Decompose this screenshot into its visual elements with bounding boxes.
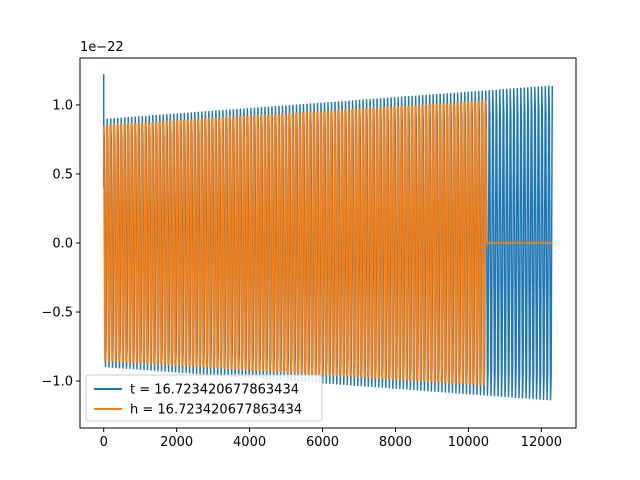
x-axis: 0 2000 4000 6000 8000 10000 12000: [100, 428, 562, 450]
y-tick-label: −0.5: [41, 306, 73, 321]
x-tick-label: 4000: [233, 435, 266, 450]
x-tick-label: 12000: [521, 435, 562, 450]
y-tick-label: 0.0: [52, 237, 73, 252]
y-tick-label: 0.5: [52, 167, 73, 182]
x-tick-label: 10000: [448, 435, 489, 450]
x-tick-label: 0: [100, 435, 108, 450]
legend-label-2: h = 16.723420677863434: [130, 403, 302, 418]
x-tick-label: 8000: [379, 435, 412, 450]
x-tick-label: 2000: [160, 435, 193, 450]
legend-label-1: t = 16.723420677863434: [130, 383, 299, 398]
y-axis: −1.0 −0.5 0.0 0.5 1.0: [41, 98, 80, 390]
x-tick-label: 6000: [306, 435, 339, 450]
y-tick-label: 1.0: [52, 98, 73, 113]
y-tick-label: −1.0: [41, 375, 73, 390]
series-line-2: [102, 100, 553, 386]
y-offset-label: 1e−22: [80, 40, 124, 55]
legend-box: [85, 374, 323, 422]
legend: t = 16.723420677863434 h = 16.72342067786…: [85, 374, 323, 422]
plot-series: [102, 73, 554, 401]
